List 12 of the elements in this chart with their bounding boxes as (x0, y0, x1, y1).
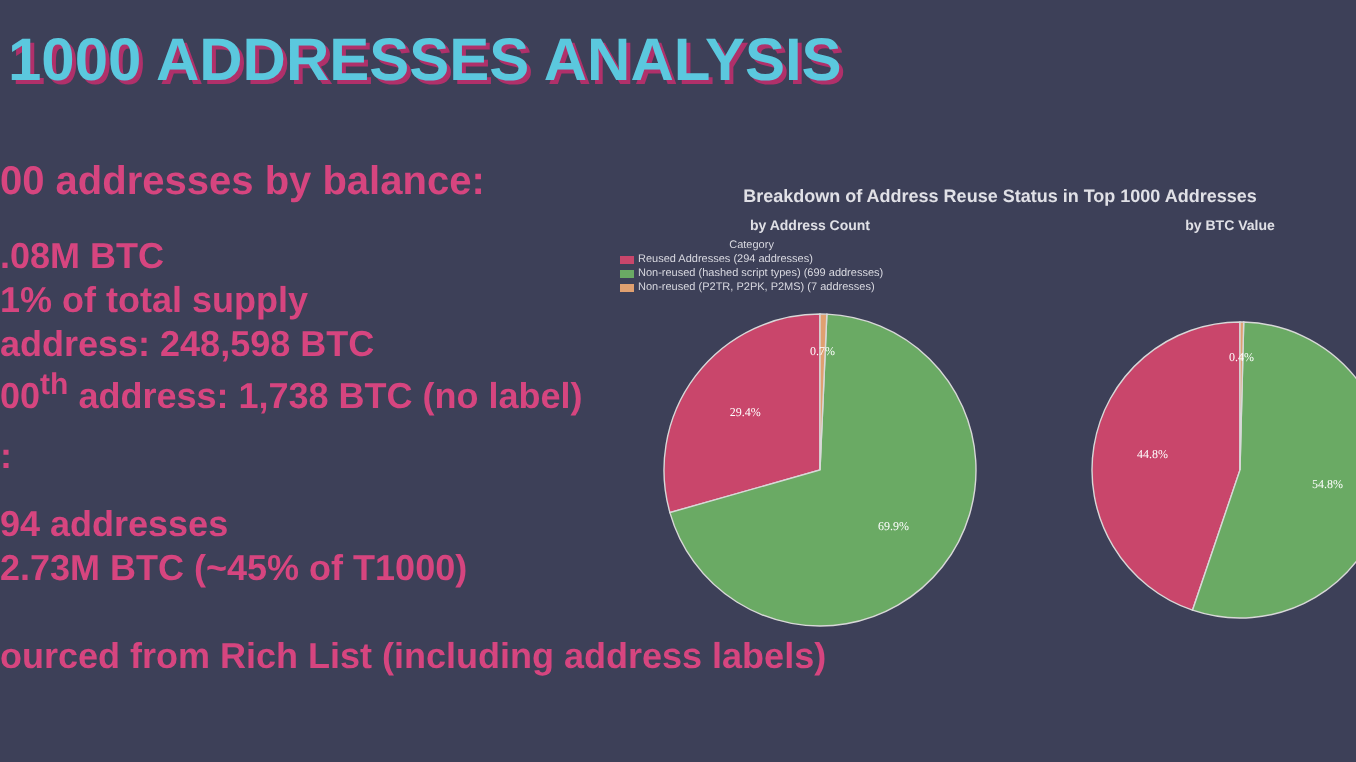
text: 00$^{th}$ address: 1,738 BTC (no label) (0, 368, 583, 418)
text: address: 248,598 BTC (0, 324, 375, 366)
pie-slice (669, 313, 977, 627)
text: : (0, 436, 12, 478)
text: 1% of total supply (0, 280, 309, 322)
text: 94 addresses (0, 504, 229, 546)
chart-title: Breakdown of Address Reuse Status in Top 1000 Addresses (741, 186, 1259, 206)
text: 00 addresses by balance: (0, 160, 485, 206)
text: ourced from Rich List (including address labels) (0, 636, 827, 678)
text: .08M BTC (0, 236, 165, 278)
text: 1000 ADDRESSES ANALYSIS (8, 28, 842, 96)
text: 2.73M BTC (~45% of T1000) (0, 548, 468, 590)
